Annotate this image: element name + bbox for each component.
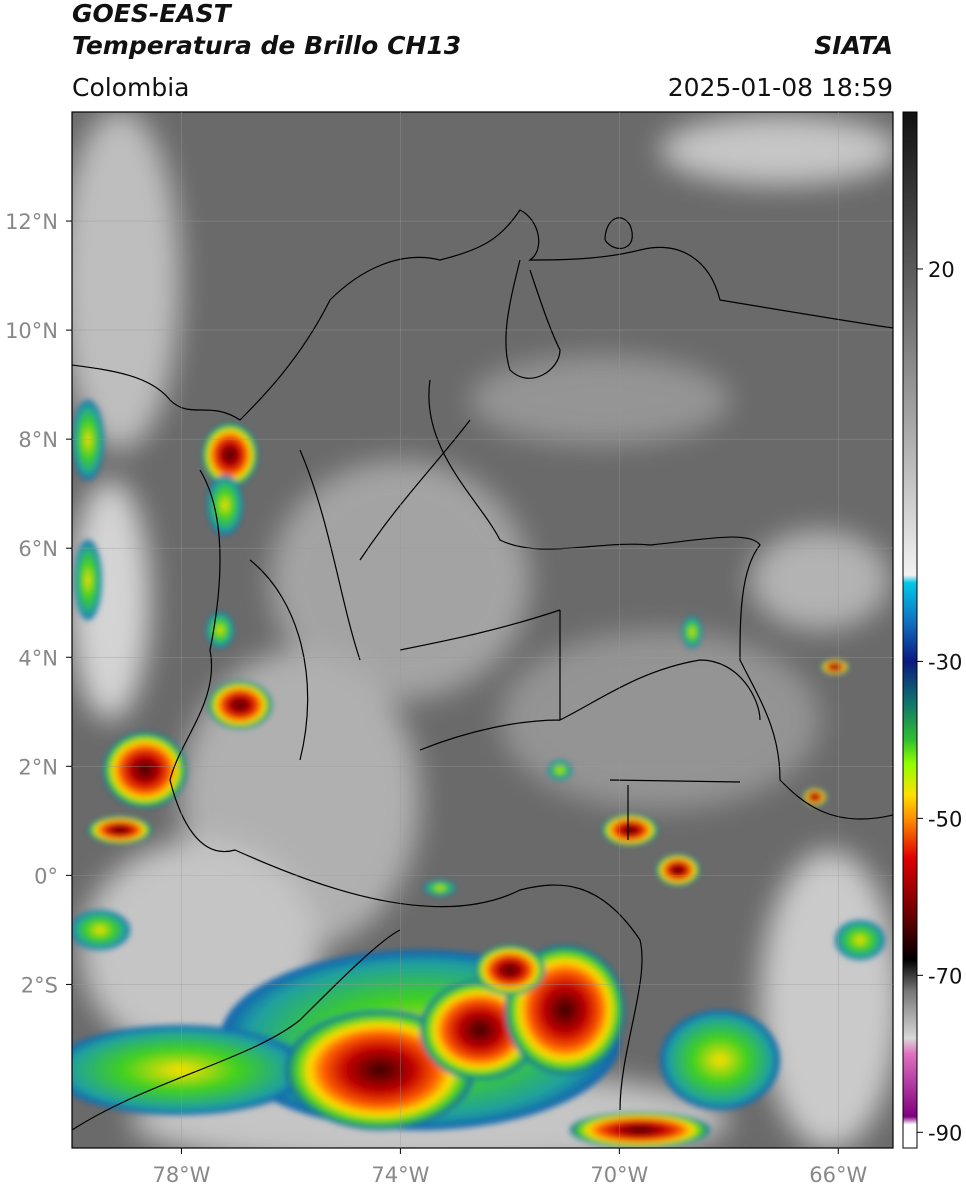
colorbar-tick-label: 20 xyxy=(928,258,955,282)
y-tick-label: 2°N xyxy=(18,755,58,779)
colorbar-tick-label: -50 xyxy=(928,807,962,831)
satellite-image xyxy=(72,112,893,1148)
y-tick-label: 12°N xyxy=(5,210,58,234)
x-tick-label: 70°W xyxy=(590,1163,648,1187)
y-tick-label: 10°N xyxy=(5,319,58,343)
colorbar-tick-label: -30 xyxy=(928,650,962,674)
colorbar-tick-label: -90 xyxy=(928,1121,962,1145)
x-tick-label: 74°W xyxy=(371,1163,429,1187)
x-tick-label: 78°W xyxy=(152,1163,210,1187)
x-tick-label: 66°W xyxy=(809,1163,867,1187)
y-tick-label: 0° xyxy=(34,864,58,888)
y-tick-label: 4°N xyxy=(18,646,58,670)
y-tick-label: 8°N xyxy=(18,428,58,452)
y-tick-label: 2°S xyxy=(21,973,58,997)
colorbar-tick-label: -70 xyxy=(928,964,962,988)
map-frame xyxy=(71,111,894,1149)
y-tick-label: 6°N xyxy=(18,537,58,561)
title: GOES-EAST xyxy=(72,0,233,28)
colorbar xyxy=(902,111,918,1149)
region: Colombia xyxy=(72,73,189,102)
subtitle: Temperatura de Brillo CH13 xyxy=(72,31,461,60)
datetime: 2025-01-08 18:59 xyxy=(668,73,893,102)
source: SIATA xyxy=(814,31,893,60)
